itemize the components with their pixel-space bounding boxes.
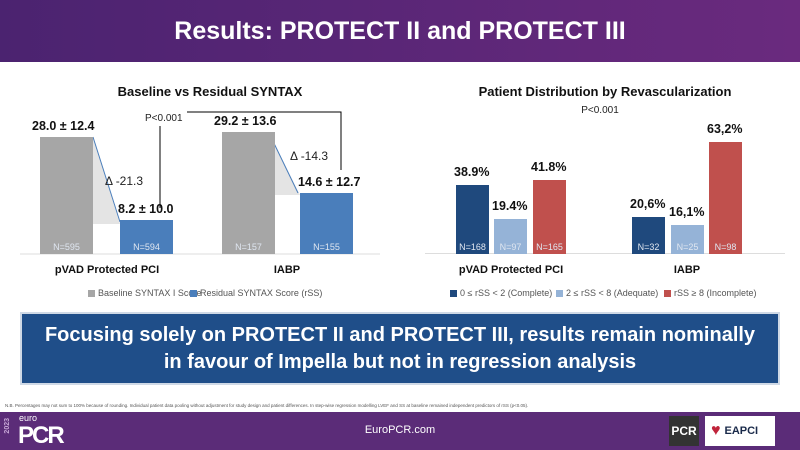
right-value-label: 19.4% — [492, 199, 528, 214]
right-axis — [425, 253, 785, 254]
delta-arrow-1 — [92, 136, 121, 223]
bar-n-label: N=594 — [133, 241, 160, 252]
left-value-label: 8.2 ± 10.0 — [118, 201, 174, 216]
bar-n-label: N=595 — [53, 241, 80, 252]
right-value-label: 20,6% — [630, 197, 666, 212]
right-plot: N=168 38.9% N=32 20,6% N=97 19.4% N=25 16,1% N=1… — [454, 121, 743, 254]
delta-2: Δ -14.3 — [290, 149, 329, 163]
eapci-logo: ♥ EAPCI — [705, 416, 775, 446]
footnote: N.B. Percentages may not sum to 100% bec… — [5, 403, 529, 408]
legend-incomplete: rSS ≥ 8 (Incomplete) — [664, 288, 756, 298]
bar-n-label: N=165 — [536, 241, 563, 252]
left-bar: N=594 — [120, 219, 173, 254]
left-category-2: IABP — [273, 264, 301, 276]
legend-complete: 0 ≤ rSS < 2 (Complete) — [450, 288, 552, 298]
legend-baseline: Baseline SYNTAX I Score — [88, 288, 201, 298]
bar-n-label: N=25 — [676, 241, 699, 252]
left-value-label: 29.2 ± 13.6 — [214, 113, 277, 128]
left-value-label: 28.0 ± 12.4 — [32, 118, 95, 133]
bar-n-label: N=157 — [235, 241, 262, 252]
bar-n-label: N=98 — [714, 241, 737, 252]
p-bracket-right — [187, 111, 342, 170]
pcr-badge: PCR — [669, 416, 699, 446]
right-chart-title: Patient Distribution by Revascularizatio… — [478, 84, 732, 99]
bar-n-label: N=97 — [499, 241, 522, 252]
right-bar: N=25 — [671, 225, 704, 254]
delta-1: Δ -21.3 — [105, 174, 144, 188]
right-category-1: pVAD Protected PCI — [458, 264, 564, 276]
left-bar: N=157 — [222, 131, 275, 254]
bar-n-label: N=32 — [637, 241, 660, 252]
bar-n-label: N=155 — [313, 241, 340, 252]
right-bar: N=168 — [456, 184, 489, 254]
right-category-2: IABP — [673, 264, 701, 276]
slide-title: Results: PROTECT II and PROTECT III — [0, 0, 800, 62]
right-value-label: 38.9% — [454, 164, 490, 179]
left-chart-title: Baseline vs Residual SYNTAX — [117, 84, 303, 99]
right-p-value: P<0.001 — [581, 105, 619, 116]
legend-adequate: 2 ≤ rSS < 8 (Adequate) — [556, 288, 658, 298]
right-bar: N=98 — [709, 141, 742, 254]
right-value-label: 41.8% — [531, 159, 567, 174]
left-value-label: 14.6 ± 12.7 — [298, 174, 361, 189]
right-bar: N=165 — [533, 179, 566, 254]
left-plot: N=595 28.0 ± 12.4 N=157 29.2 ± 13.6 N=594 8.2… — [0, 0, 400, 254]
legend-residual: Residual SYNTAX Score (rSS) — [190, 288, 322, 298]
right-value-label: 63,2% — [707, 121, 743, 136]
conclusion-banner: Focusing solely on PROTECT II and PROTEC… — [20, 312, 780, 385]
heart-icon: ♥ — [711, 422, 721, 439]
right-value-label: 16,1% — [669, 205, 705, 220]
left-category-1: pVAD Protected PCI — [54, 264, 160, 276]
footer: 2023 euro PCR EuroPCR.com PCR ♥ EAPCI — [0, 412, 800, 450]
europcr-logo: PCR — [18, 422, 65, 449]
bar-n-label: N=168 — [459, 241, 486, 252]
logo-euro: euro — [19, 413, 38, 423]
right-bar: N=32 — [632, 217, 665, 254]
right-bar: N=97 — [494, 219, 527, 254]
left-p-value: P<0.001 — [145, 113, 183, 124]
left-bar: N=155 — [300, 192, 353, 254]
left-bar: N=595 — [40, 136, 93, 254]
left-chart-annotations — [20, 111, 380, 255]
footer-url[interactable]: EuroPCR.com — [364, 424, 436, 436]
